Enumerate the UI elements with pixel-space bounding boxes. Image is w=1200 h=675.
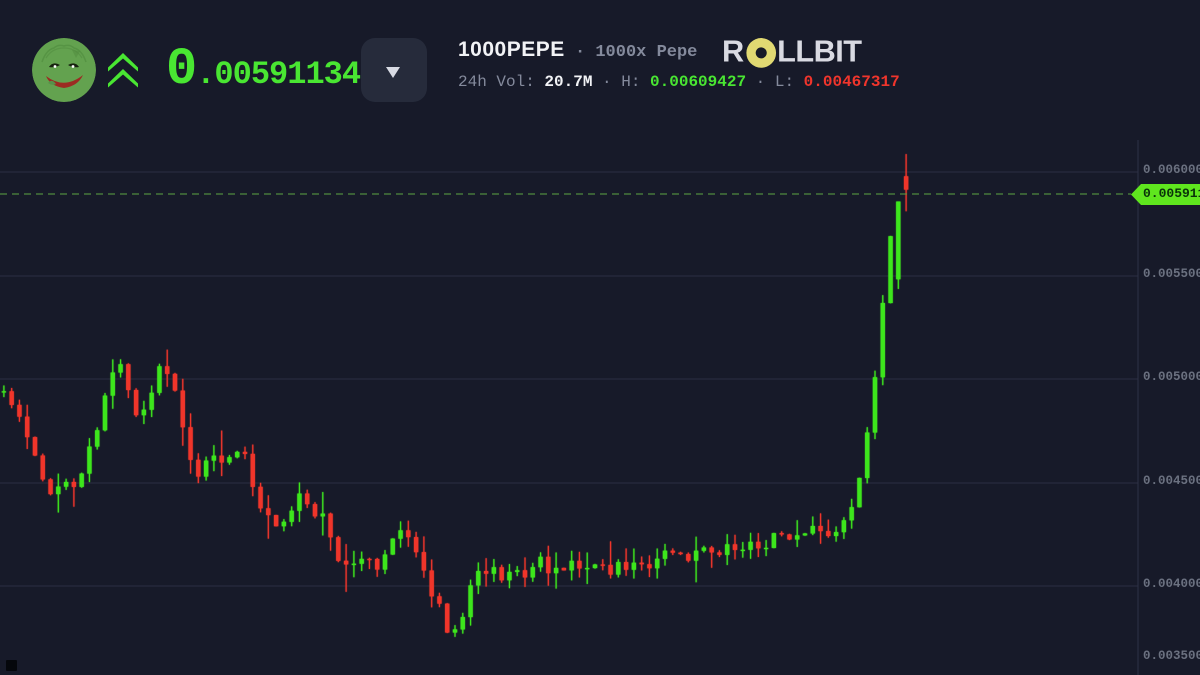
svg-text:LLBIT: LLBIT: [777, 37, 862, 68]
svg-text:R: R: [722, 37, 744, 68]
